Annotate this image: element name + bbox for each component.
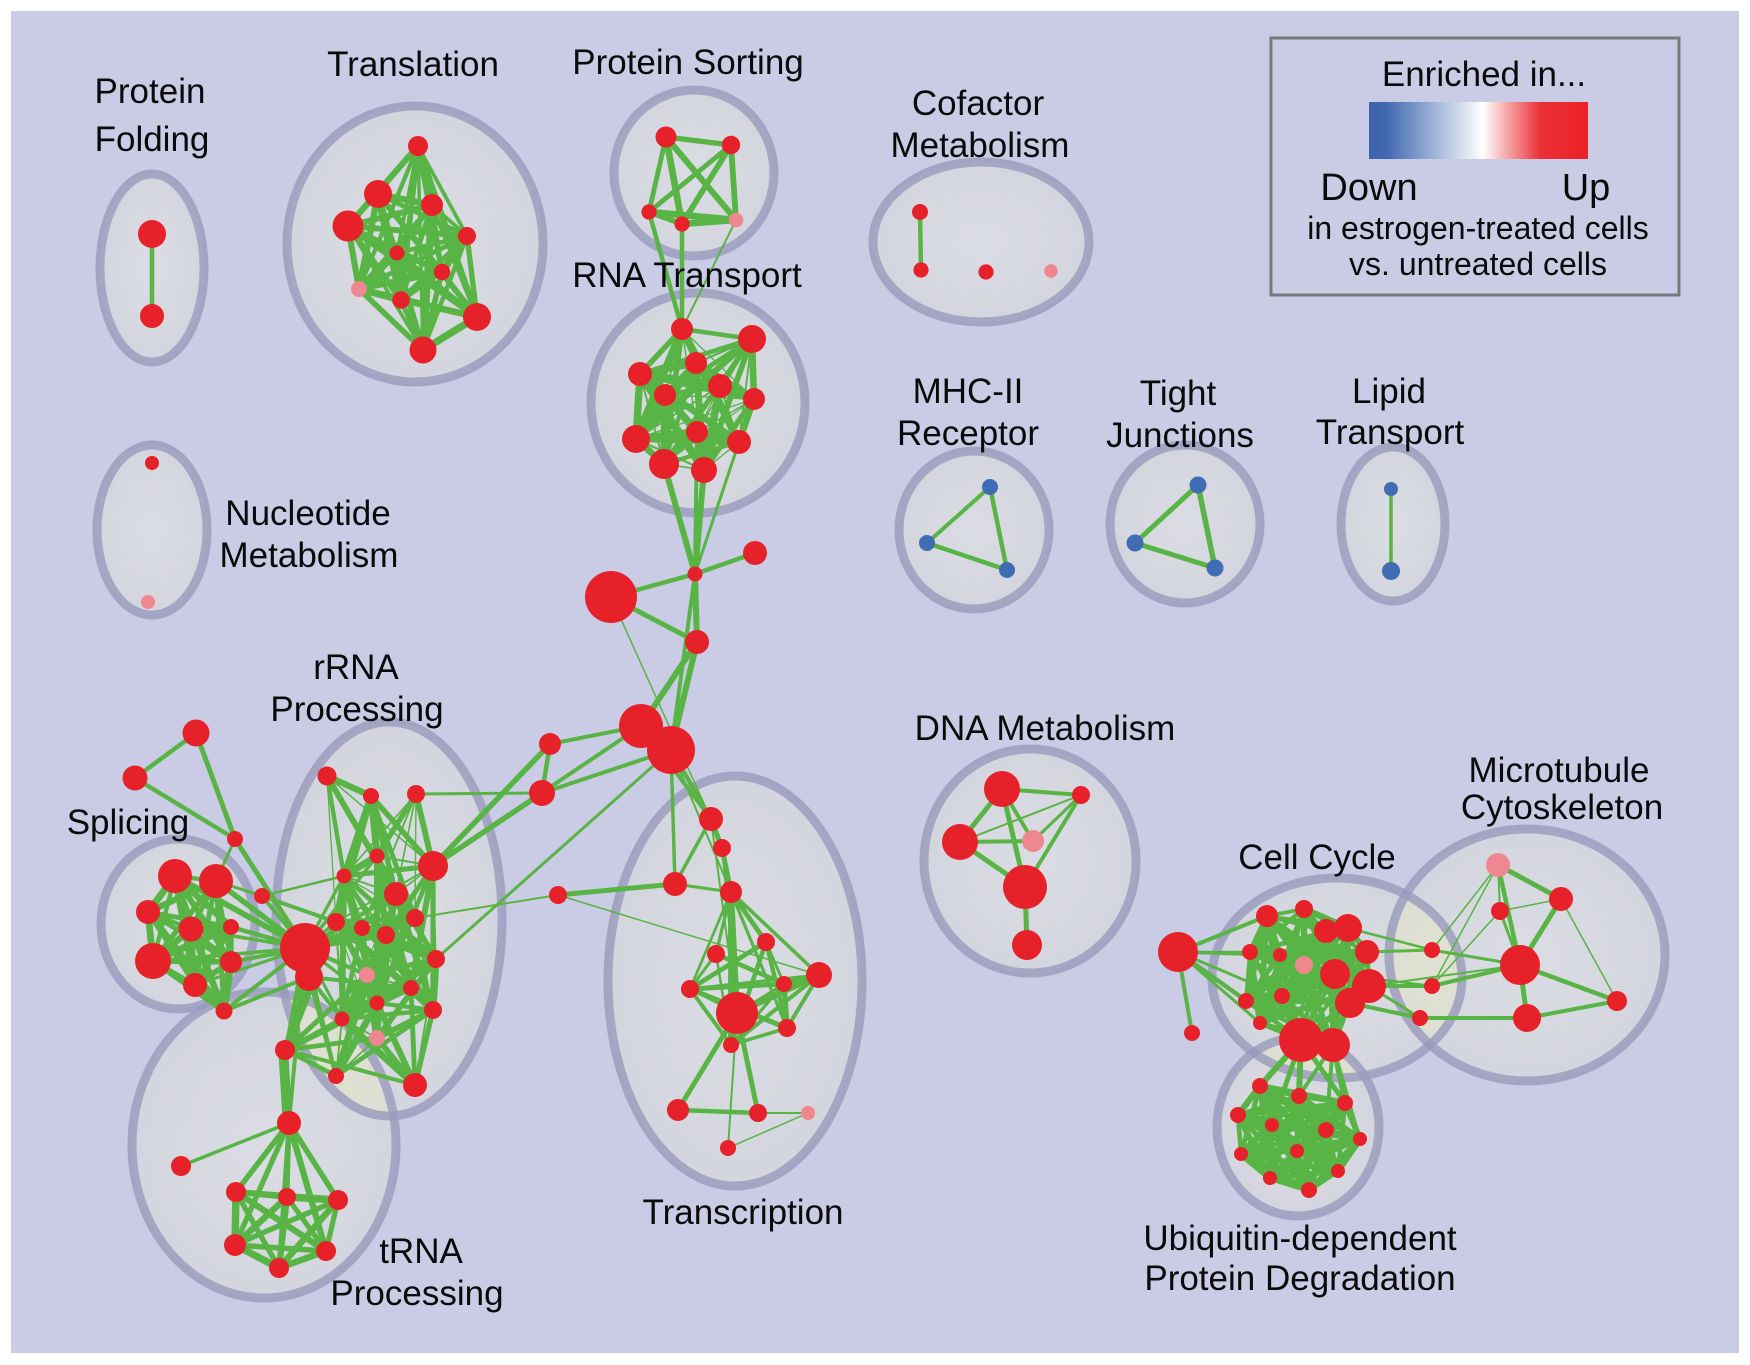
svg-text:Microtubule: Microtubule: [1469, 751, 1650, 790]
svg-text:Processing: Processing: [330, 1274, 503, 1313]
svg-text:Metabolism: Metabolism: [220, 536, 399, 575]
svg-text:Protein Sorting: Protein Sorting: [572, 43, 804, 82]
svg-text:Cofactor: Cofactor: [912, 84, 1045, 123]
svg-text:Junctions: Junctions: [1106, 416, 1254, 455]
svg-text:Up: Up: [1562, 167, 1611, 209]
svg-text:Folding: Folding: [95, 120, 210, 159]
svg-text:Protein Degradation: Protein Degradation: [1144, 1259, 1455, 1298]
svg-text:MHC-II: MHC-II: [913, 372, 1024, 411]
svg-text:Transport: Transport: [1316, 413, 1465, 452]
svg-text:Nucleotide: Nucleotide: [225, 494, 390, 533]
svg-text:Processing: Processing: [270, 690, 443, 729]
svg-text:RNA Transport: RNA Transport: [572, 256, 802, 295]
svg-text:Metabolism: Metabolism: [891, 126, 1070, 165]
svg-text:Transcription: Transcription: [643, 1193, 844, 1232]
svg-text:Lipid: Lipid: [1352, 372, 1426, 411]
svg-text:Cytoskeleton: Cytoskeleton: [1461, 788, 1663, 827]
svg-text:vs. untreated cells: vs. untreated cells: [1349, 246, 1607, 282]
svg-text:Cell Cycle: Cell Cycle: [1238, 838, 1396, 877]
svg-text:Translation: Translation: [327, 45, 499, 84]
svg-text:Ubiquitin-dependent: Ubiquitin-dependent: [1143, 1219, 1457, 1258]
svg-text:Tight: Tight: [1140, 374, 1217, 413]
svg-text:Splicing: Splicing: [67, 803, 190, 842]
svg-text:in estrogen-treated cells: in estrogen-treated cells: [1307, 210, 1649, 246]
svg-text:DNA Metabolism: DNA Metabolism: [915, 709, 1176, 748]
svg-text:Enriched in...: Enriched in...: [1382, 55, 1586, 94]
svg-text:Protein: Protein: [95, 72, 206, 111]
svg-text:tRNA: tRNA: [379, 1232, 463, 1271]
svg-text:rRNA: rRNA: [313, 648, 399, 687]
svg-text:Receptor: Receptor: [897, 414, 1039, 453]
svg-text:Down: Down: [1320, 167, 1417, 209]
